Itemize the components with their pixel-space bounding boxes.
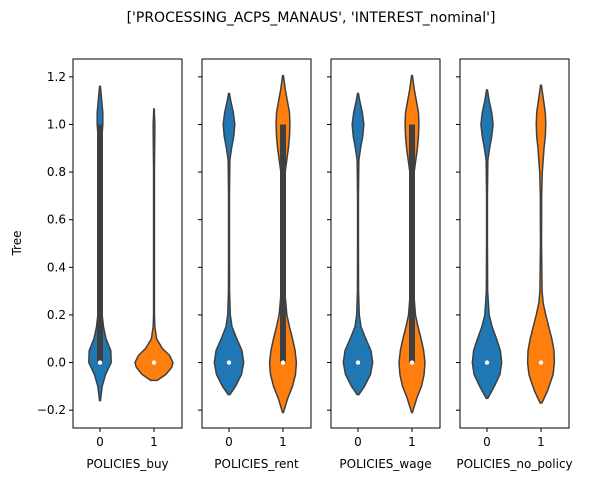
violin-median-dot — [484, 360, 490, 365]
x-axis-label: POLICIES_rent — [214, 457, 299, 471]
y-tick-label: 0.4 — [47, 260, 66, 274]
y-tick-label: 0.8 — [47, 165, 66, 179]
y-tick-label: 1.2 — [47, 70, 66, 84]
violin-POLICIES_buy-1 — [134, 108, 174, 382]
y-tick-label: −0.2 — [37, 403, 66, 417]
x-tick-label: 0 — [225, 435, 233, 449]
panel-3: 0 1 POLICIES_no_policy — [456, 58, 573, 471]
x-axis-label: POLICIES_wage — [339, 457, 431, 471]
violin-median-dot — [409, 360, 415, 365]
chart-title: ['PROCESSING_ACPS_MANAUS', 'INTEREST_nom… — [127, 10, 496, 26]
violin-median-dot — [280, 360, 286, 365]
violin-POLICIES_rent-0 — [213, 92, 245, 396]
x-axis-label: POLICIES_no_policy — [456, 457, 572, 471]
violin-iqr-box — [409, 124, 415, 363]
violin-median-dot — [151, 360, 157, 365]
x-tick-label: 0 — [96, 435, 104, 449]
y-tick-label: 0.0 — [47, 356, 66, 370]
x-axis-label: POLICIES_buy — [86, 457, 168, 471]
axes-frame — [330, 58, 441, 429]
panel-0: 0 1 POLICIES_buy — [69, 58, 183, 471]
y-axis-label: Tree — [10, 230, 24, 256]
axes-frame — [201, 58, 312, 429]
violin-iqr-box — [280, 124, 286, 363]
y-axis: −0.2 0.0 0.2 0.4 0.6 0.8 1.0 1.2 — [37, 70, 66, 417]
violin-median-dot — [97, 360, 103, 365]
axes-frame — [459, 58, 570, 429]
panel-2: 0 1 POLICIES_wage — [327, 58, 441, 471]
x-tick-label: 1 — [279, 435, 287, 449]
panels: 0 1 POLICIES_buy 0 1 POLICIES_rent 0 1 POLICIES_… — [69, 58, 573, 471]
violin-POLICIES_wage-0 — [342, 92, 374, 396]
y-tick-label: 0.6 — [47, 213, 66, 227]
violin-median-dot — [226, 360, 232, 365]
violin-median-dot — [538, 360, 544, 365]
violin-median-dot — [355, 360, 361, 365]
violin-POLICIES_no_policy-0 — [471, 89, 503, 399]
axes-frame — [72, 58, 183, 429]
x-tick-label: 1 — [408, 435, 416, 449]
y-tick-label: 1.0 — [47, 117, 66, 131]
violin-POLICIES_no_policy-1 — [526, 84, 556, 404]
x-tick-label: 1 — [150, 435, 158, 449]
x-tick-label: 0 — [354, 435, 362, 449]
y-tick-label: 0.2 — [47, 308, 66, 322]
violin-iqr-box — [97, 124, 103, 363]
x-tick-label: 1 — [537, 435, 545, 449]
x-tick-label: 0 — [483, 435, 491, 449]
panel-1: 0 1 POLICIES_rent — [198, 58, 312, 471]
